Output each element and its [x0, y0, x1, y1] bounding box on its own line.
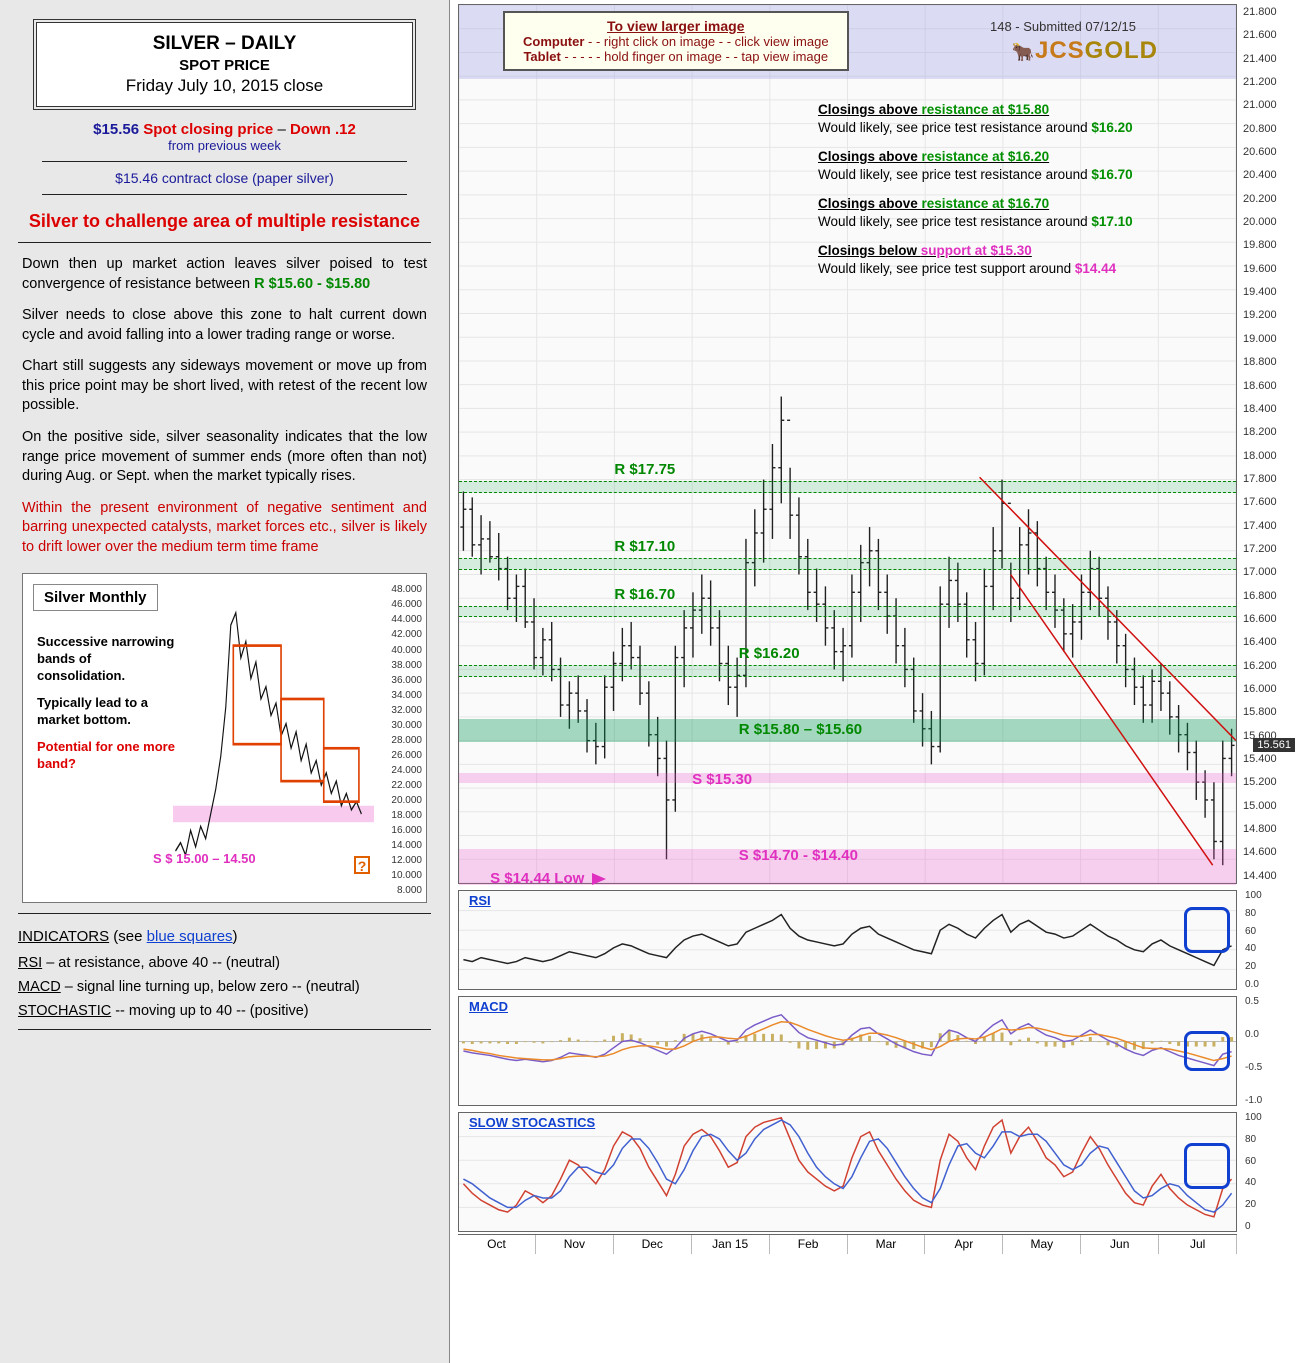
price-panel[interactable]: To view larger image Computer - - right … [458, 4, 1237, 884]
para-2: Silver needs to close above this zone to… [22, 306, 427, 345]
x-tick: Jun [1081, 1235, 1159, 1254]
price-y-axis: 21.80021.60021.40021.20021.00020.80020.6… [1239, 4, 1297, 884]
stoch-y-axis: 100806040200 [1241, 1112, 1297, 1232]
title-date: Friday July 10, 2015 close [43, 76, 406, 96]
x-tick: Feb [770, 1235, 848, 1254]
rsi-panel[interactable]: RSI [458, 890, 1237, 990]
para-4: On the positive side, silver seasonality… [22, 428, 427, 487]
para-3: Chart still suggests any sideways moveme… [22, 357, 427, 416]
x-tick: Dec [614, 1235, 692, 1254]
mini-notes: Successive narrowing bands of consolidat… [37, 634, 177, 772]
silver-monthly-chart: Silver Monthly Successive narrowing band… [22, 573, 427, 903]
macd-y-axis: 0.50.0-0.5-1.0 [1241, 996, 1297, 1106]
mini-y-axis: 48.00046.00044.00042.00040.00038.00036.0… [376, 584, 422, 896]
spot-close-label: Spot closing price [143, 121, 273, 138]
spot-price-block: $15.56 Spot closing price – Down .12 fro… [18, 121, 431, 153]
question-mark-icon: ? [354, 856, 370, 874]
left-panel: SILVER – DAILY SPOT PRICE Friday July 10… [0, 0, 450, 1363]
title-sub: SPOT PRICE [43, 57, 406, 74]
x-tick: Oct [458, 1235, 536, 1254]
spot-price: $15.56 [93, 121, 139, 138]
title-box: SILVER – DAILY SPOT PRICE Friday July 10… [36, 22, 413, 107]
ind-stoch: STOCHASTIC -- moving up to 40 -- (positi… [18, 1003, 431, 1019]
spot-change: Down .12 [290, 121, 356, 138]
macd-panel[interactable]: MACD [458, 996, 1237, 1106]
x-axis: OctNovDecJan 15FebMarAprMayJunJul [458, 1234, 1237, 1254]
blue-square-icon [1184, 1031, 1230, 1071]
rsi-y-axis: 100806040200.0 [1241, 890, 1297, 990]
mini-title: Silver Monthly [33, 584, 158, 611]
right-panel: To view larger image Computer - - right … [450, 0, 1305, 1363]
title-main: SILVER – DAILY [43, 33, 406, 55]
x-tick: Nov [536, 1235, 614, 1254]
para-1: Down then up market action leaves silver… [22, 255, 427, 294]
mini-support: S $ 15.00 – 14.50 [153, 851, 256, 866]
chart-area: To view larger image Computer - - right … [458, 4, 1297, 1359]
ind-rsi: RSI – at resistance, above 40 -- (neutra… [18, 955, 431, 971]
para-5: Within the present environment of negati… [22, 499, 427, 558]
blue-square-icon [1184, 1143, 1230, 1189]
ind-macd: MACD – signal line turning up, below zer… [18, 979, 431, 995]
current-price-marker: 15.561 [1253, 738, 1295, 752]
headline: Silver to challenge area of multiple res… [18, 211, 431, 232]
contract-close: $15.46 contract close (paper silver) [18, 170, 431, 186]
x-tick: Apr [925, 1235, 1003, 1254]
blue-square-icon [1184, 907, 1230, 953]
x-tick: Mar [848, 1235, 926, 1254]
x-tick: Jul [1159, 1235, 1237, 1254]
stoch-panel[interactable]: SLOW STOCASTICS [458, 1112, 1237, 1232]
indicators-heading: INDICATORS (see blue squares) [18, 928, 431, 945]
spot-prev: from previous week [18, 138, 431, 153]
x-tick: Jan 15 [692, 1235, 770, 1254]
x-tick: May [1003, 1235, 1081, 1254]
